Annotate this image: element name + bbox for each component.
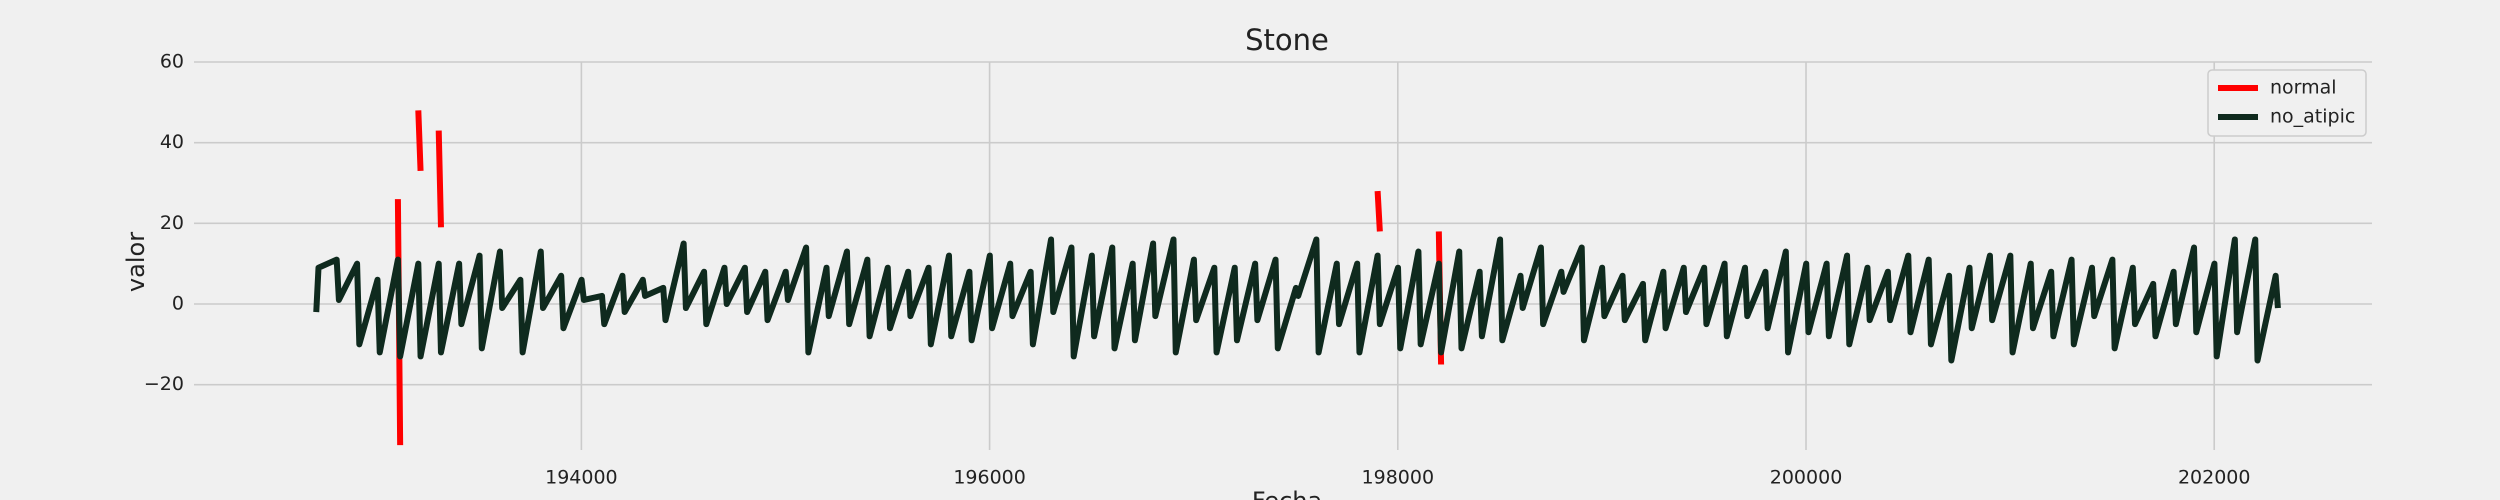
x-tick-label: 194000 (545, 467, 618, 489)
legend-label: normal (2270, 77, 2337, 99)
x-tick-label: 196000 (953, 467, 1026, 489)
y-axis-label: valor (122, 232, 150, 292)
x-tick-label: 202000 (2178, 467, 2251, 489)
legend-label: no_atipic (2270, 106, 2355, 128)
x-tick-label: 198000 (1362, 467, 1435, 489)
y-tick-label: 20 (160, 212, 184, 234)
legend: normal no_atipic (2207, 69, 2367, 137)
y-tick-label: 0 (172, 292, 184, 314)
x-axis-label: Fecha (1252, 487, 1322, 500)
y-tick-label: 60 (160, 51, 184, 73)
y-tick-label: 40 (160, 131, 184, 153)
x-tick-label: 200000 (1770, 467, 1843, 489)
y-tick-label: −20 (144, 373, 184, 395)
chart-title: Stone (1245, 23, 1329, 57)
grid: −20 0 20 40 60 194000 196000 198000 200000 202000 (144, 51, 2372, 489)
plot-area (313, 110, 2281, 446)
data-line (313, 236, 2281, 364)
